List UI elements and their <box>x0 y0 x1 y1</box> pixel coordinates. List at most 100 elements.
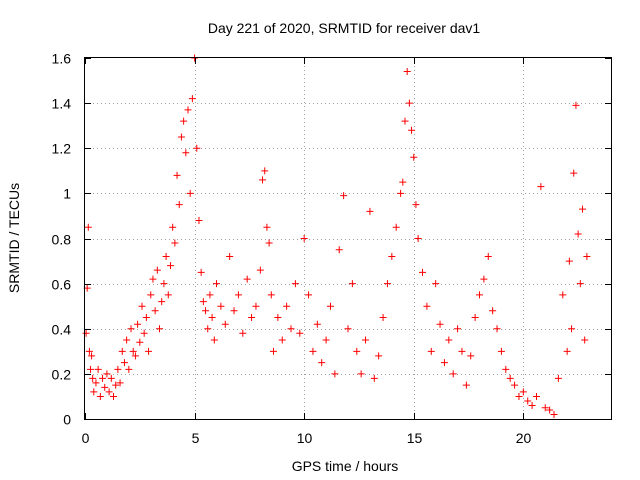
data-point <box>94 365 102 373</box>
data-point <box>462 381 470 389</box>
data-point <box>506 374 514 382</box>
data-point <box>419 268 427 276</box>
data-point <box>532 392 540 400</box>
x-axis-label: GPS time / hours <box>292 458 399 474</box>
data-point <box>502 365 510 373</box>
data-point <box>313 320 321 328</box>
data-point <box>335 246 343 254</box>
y-tick-label: 1.2 <box>52 141 72 157</box>
grid <box>85 58 611 419</box>
data-point <box>125 365 133 373</box>
data-point <box>309 347 317 355</box>
data-point <box>156 325 164 333</box>
data-point <box>454 325 462 333</box>
data-point <box>131 352 139 360</box>
data-point <box>217 302 225 310</box>
data-point <box>414 235 422 242</box>
data-point <box>177 133 185 141</box>
data-point <box>565 257 573 265</box>
data-point <box>357 370 365 378</box>
data-point <box>397 189 405 197</box>
data-point <box>166 262 174 270</box>
data-points <box>82 54 591 418</box>
data-point <box>202 307 210 315</box>
data-point <box>239 329 247 337</box>
data-point <box>186 189 194 197</box>
y-tick-labels: 0 0.2 0.4 0.6 0.8 1 1.2 1.4 1.6 <box>52 51 72 428</box>
data-point <box>208 313 216 321</box>
data-point <box>193 144 201 152</box>
data-point <box>497 347 505 355</box>
data-point <box>493 325 501 333</box>
data-point <box>169 223 177 231</box>
data-point <box>528 401 536 409</box>
y-tick-label: 0 <box>63 412 71 428</box>
data-point <box>109 392 117 400</box>
data-point <box>579 205 587 213</box>
data-point <box>96 392 104 400</box>
data-point <box>153 266 161 274</box>
data-point <box>243 275 251 283</box>
y-tick-label: 0.8 <box>52 232 72 248</box>
data-point <box>134 320 142 328</box>
data-point <box>375 352 383 360</box>
data-point <box>195 216 203 224</box>
data-point <box>99 374 107 382</box>
data-point <box>162 253 170 261</box>
data-point <box>213 280 220 288</box>
data-point <box>283 302 291 310</box>
data-point <box>436 320 444 328</box>
data-point <box>348 280 356 288</box>
data-point <box>550 410 558 418</box>
x-tick-label: 20 <box>516 430 532 446</box>
data-point <box>489 307 497 315</box>
x-tick-label: 15 <box>407 430 423 446</box>
data-point <box>403 68 411 76</box>
data-point <box>524 397 532 405</box>
data-point <box>105 388 113 396</box>
data-point <box>427 347 435 355</box>
data-point <box>145 347 153 355</box>
data-point <box>546 406 554 414</box>
chart-title: Day 221 of 2020, SRMTID for receiver dav… <box>208 20 481 36</box>
data-point <box>123 336 131 344</box>
data-point <box>362 336 370 344</box>
data-point <box>101 383 109 391</box>
data-point <box>392 223 400 231</box>
data-point <box>82 329 90 337</box>
data-point <box>90 388 98 396</box>
data-point <box>537 183 545 191</box>
data-point <box>366 207 374 215</box>
y-tick-label: 0.4 <box>52 322 72 338</box>
data-point <box>480 275 488 283</box>
data-point <box>259 176 267 184</box>
data-point <box>445 336 453 344</box>
data-point <box>331 370 339 378</box>
data-point <box>383 280 391 288</box>
data-point <box>116 379 124 387</box>
data-point <box>267 291 275 299</box>
data-point <box>410 153 418 161</box>
data-point <box>291 280 299 288</box>
x-tick-label: 10 <box>297 430 313 446</box>
data-point <box>226 253 234 261</box>
data-point <box>164 291 172 299</box>
data-point <box>171 239 179 247</box>
data-point <box>142 313 150 321</box>
data-point <box>197 268 205 276</box>
data-point <box>158 298 166 306</box>
data-point <box>583 253 591 261</box>
data-point <box>89 374 97 382</box>
y-tick-label: 1.4 <box>52 96 72 112</box>
data-point <box>370 374 378 382</box>
data-point <box>274 313 282 321</box>
data-point <box>278 336 286 344</box>
data-point <box>305 291 313 299</box>
data-point <box>432 280 440 288</box>
data-point <box>252 302 260 310</box>
data-point <box>563 347 571 355</box>
data-point <box>458 347 466 355</box>
data-point <box>114 365 122 373</box>
data-point <box>230 307 238 315</box>
